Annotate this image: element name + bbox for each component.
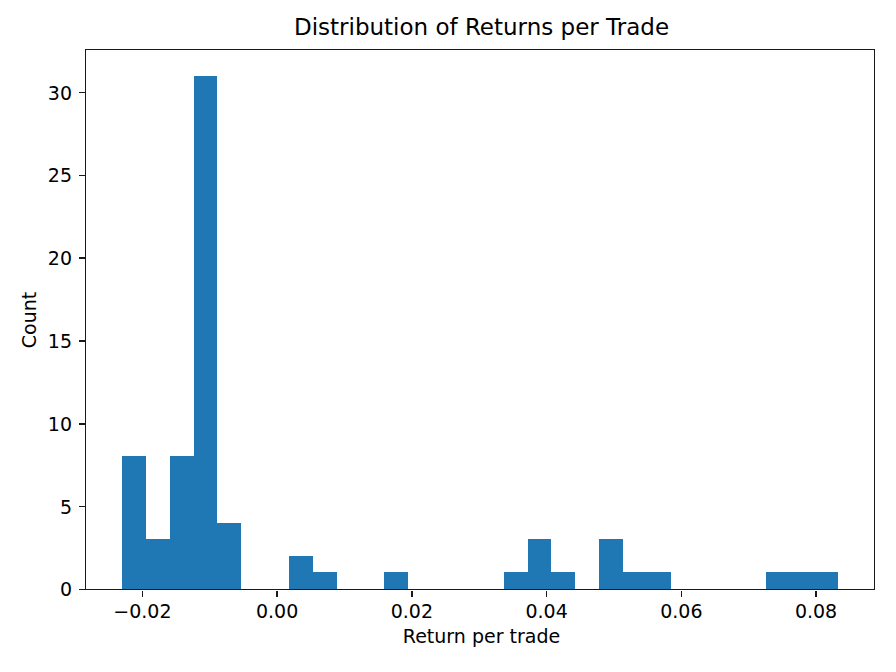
y-tick-label: 10 <box>0 414 72 433</box>
y-tick-mark <box>79 92 86 94</box>
y-tick-mark <box>79 506 86 508</box>
x-tick-mark <box>411 591 413 598</box>
x-tick-label: 0.04 <box>525 601 567 623</box>
y-tick-label: 20 <box>0 249 72 268</box>
y-tick-label: 0 <box>0 580 72 599</box>
histogram-bar <box>766 572 790 589</box>
histogram-bar <box>146 539 170 589</box>
chart-title: Distribution of Returns per Trade <box>86 14 877 42</box>
x-tick-label: −0.02 <box>113 601 171 623</box>
x-tick-label: 0.00 <box>256 601 298 623</box>
histogram-bar <box>194 76 218 589</box>
histogram-bar <box>647 572 671 589</box>
histogram-bar <box>528 539 552 589</box>
y-tick-mark <box>79 175 86 177</box>
x-tick-mark <box>815 591 817 598</box>
y-tick-mark <box>79 423 86 425</box>
histogram-bar <box>122 456 146 588</box>
x-tick-mark <box>142 591 144 598</box>
y-tick-label: 25 <box>0 166 72 185</box>
bars-layer <box>86 50 874 589</box>
y-tick-mark <box>79 589 86 591</box>
x-tick-mark <box>681 591 683 598</box>
histogram-figure: Distribution of Returns per Trade Count … <box>0 0 896 672</box>
y-tick-label: 5 <box>0 497 72 516</box>
histogram-bar <box>551 572 575 589</box>
histogram-bar <box>289 556 313 589</box>
histogram-bar <box>170 456 194 588</box>
x-axis-label: Return per trade <box>86 626 877 648</box>
histogram-bar <box>313 572 337 589</box>
x-tick-mark <box>276 591 278 598</box>
x-tick-label: 0.08 <box>795 601 837 623</box>
histogram-bar <box>814 572 838 589</box>
x-tick-mark <box>546 591 548 598</box>
histogram-bar <box>599 539 623 589</box>
y-tick-mark <box>79 257 86 259</box>
x-tick-label: 0.06 <box>660 601 702 623</box>
x-tick-label: 0.02 <box>391 601 433 623</box>
histogram-bar <box>217 523 241 589</box>
y-tick-mark <box>79 340 86 342</box>
histogram-bar <box>790 572 814 589</box>
y-tick-label: 30 <box>0 83 72 102</box>
histogram-bar <box>623 572 647 589</box>
histogram-bar <box>504 572 528 589</box>
histogram-bar <box>384 572 408 589</box>
y-tick-label: 15 <box>0 332 72 351</box>
plot-area <box>85 49 875 590</box>
